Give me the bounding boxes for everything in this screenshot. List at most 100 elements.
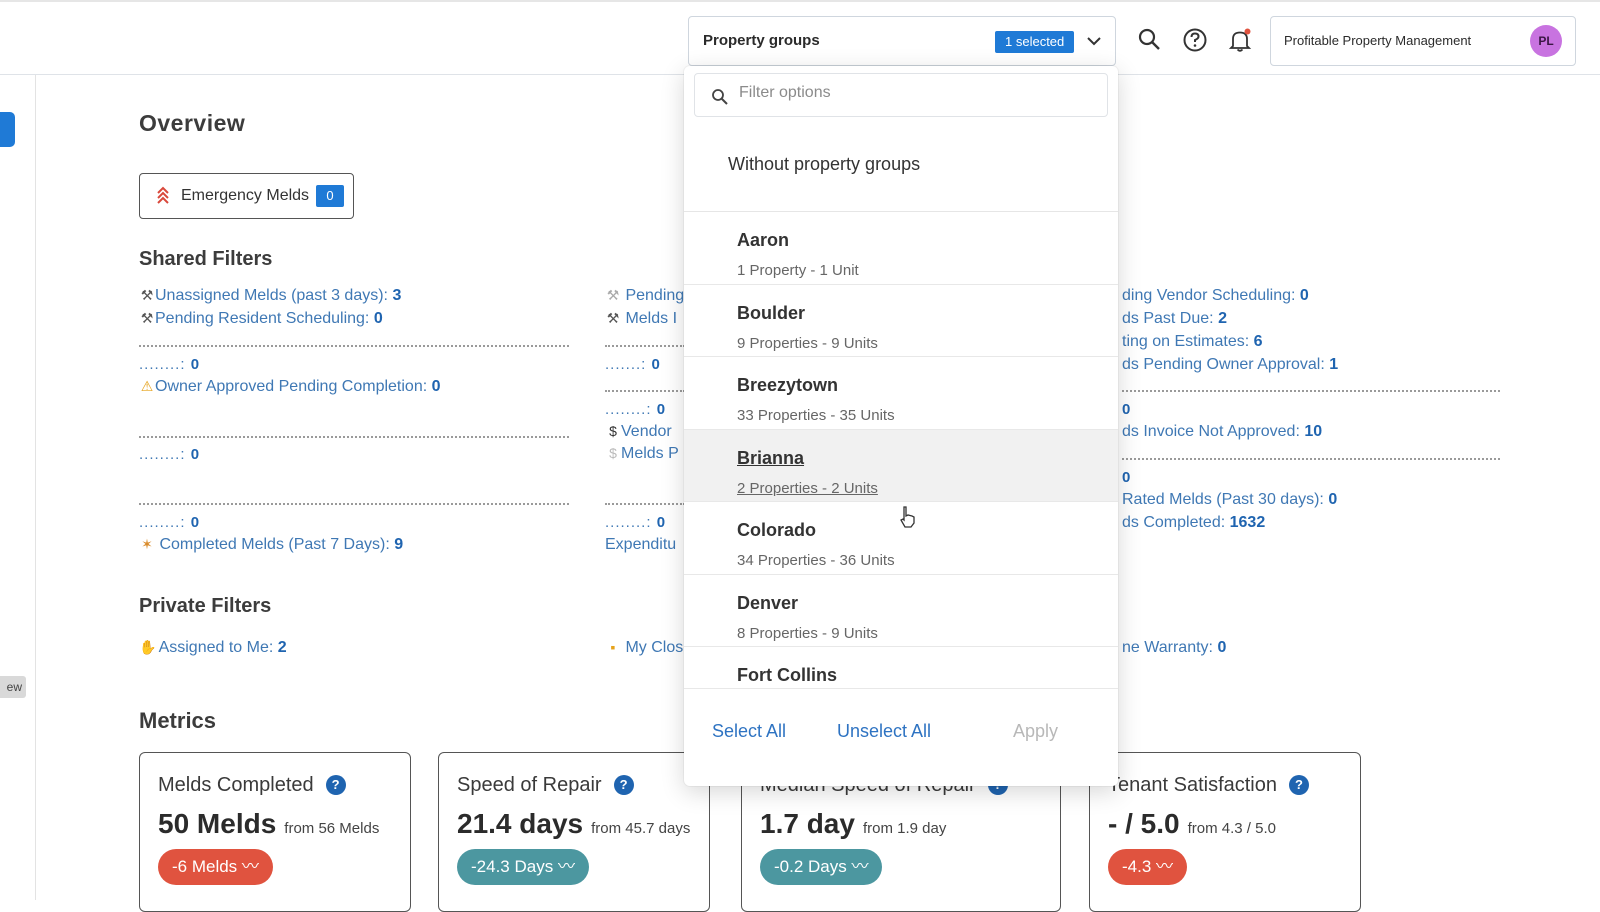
help-icon[interactable] [1182, 27, 1208, 53]
metric-delta: -0.2 Days 〰 [760, 849, 883, 885]
list-item[interactable]: Fort Collins [684, 647, 1118, 688]
emergency-melds-label: Emergency Melds [181, 187, 310, 204]
filter-warranty[interactable]: ne Warranty: 0 [1122, 639, 1227, 656]
filter-invoice-not-approved[interactable]: ds Invoice Not Approved: 10 [1122, 423, 1323, 440]
filter-obscured-row[interactable]: .......: 0 [605, 356, 660, 373]
property-groups-label: Property groups [703, 32, 820, 49]
filter-owner-approved[interactable]: ⚠ Owner Approved Pending Completion: 0 [140, 378, 441, 395]
emergency-melds-button[interactable]: Emergency Melds 0 [139, 173, 354, 219]
trend-down-icon: 〰 [851, 857, 869, 876]
filter-unassigned-melds[interactable]: ⚒ Unassigned Melds (past 3 days): 3 [140, 287, 402, 304]
metric-title: Melds Completed? [158, 774, 346, 797]
option-without-property-groups[interactable]: Without property groups [728, 154, 921, 174]
divider [139, 436, 569, 438]
trend-down-icon: 〰 [241, 857, 259, 876]
filter-obscured-row[interactable]: ........: 0 [605, 401, 666, 418]
emergency-melds-count: 0 [316, 185, 344, 207]
group-name: Boulder [737, 302, 806, 323]
party-icon: ✶ [141, 536, 153, 552]
property-group-list: Aaron 1 Property - 1 Unit Boulder 9 Prop… [684, 212, 1118, 688]
metric-from: from 45.7 days [591, 820, 691, 837]
selected-count-badge: 1 selected [995, 31, 1075, 53]
org-name: Profitable Property Management [1284, 33, 1472, 48]
metric-card-tenant-satisfaction[interactable]: Tenant Satisfaction? - / 5.0 from 4.3 / 5… [1089, 752, 1361, 912]
avatar[interactable]: PL [1530, 25, 1562, 57]
apply-button[interactable]: Apply [1013, 721, 1059, 741]
hand-cursor-icon [900, 506, 915, 528]
metric-delta: -4.3 〰 [1108, 849, 1188, 885]
page-title: Overview [139, 110, 246, 136]
help-icon[interactable]: ? [613, 775, 634, 795]
help-icon[interactable]: ? [325, 775, 346, 795]
list-item-hovered[interactable]: Brianna 2 Properties - 2 Units [684, 429, 1118, 502]
filter-obscured-row[interactable]: 0 [1122, 469, 1131, 486]
filter-vendor-scheduling[interactable]: ding Vendor Scheduling: 0 [1122, 287, 1309, 304]
filter-options-box[interactable] [694, 73, 1108, 117]
list-item[interactable]: Aaron 1 Property - 1 Unit [684, 212, 1118, 285]
metric-value: 21.4 days from 45.7 days [457, 808, 691, 839]
filter-obscured-row[interactable]: 0 [1122, 401, 1131, 418]
hand-icon: ✋ [139, 639, 157, 655]
group-name: Colorado [737, 520, 816, 540]
rail-badge[interactable]: ew [0, 676, 26, 698]
filter-owner-approval[interactable]: ds Pending Owner Approval: 1 [1122, 356, 1339, 373]
metric-card-speed-of-repair[interactable]: Speed of Repair? 21.4 days from 45.7 days… [438, 752, 710, 912]
filter-options-input[interactable] [739, 84, 1089, 102]
tools-icon: ⚒ [606, 310, 620, 326]
metric-from: from 1.9 day [862, 820, 947, 837]
filter-melds-p[interactable]: $ Melds P [605, 445, 679, 463]
list-item[interactable]: Breezytown 33 Properties - 35 Units [684, 357, 1118, 430]
bell-icon[interactable] [1227, 27, 1253, 53]
trend-down-icon: 〰 [1156, 857, 1174, 876]
group-summary: 9 Properties - 9 Units [737, 334, 878, 352]
divider [139, 345, 569, 347]
filter-completed-melds[interactable]: ✶ Completed Melds (Past 7 Days): 9 [139, 536, 403, 554]
divider [1122, 458, 1500, 460]
chevron-down-icon[interactable] [1085, 32, 1103, 50]
metric-value: - / 5.0 from 4.3 / 5.0 [1108, 808, 1276, 839]
filter-assigned-to-me[interactable]: ✋ Assigned to Me: 2 [139, 639, 287, 656]
filter-melds[interactable]: ⚒ Melds I [606, 310, 678, 327]
shared-filters-title: Shared Filters [139, 248, 273, 270]
property-groups-dropdown: Without property groups Aaron 1 Property… [684, 66, 1118, 786]
help-icon[interactable]: ? [1289, 775, 1309, 795]
filter-estimates[interactable]: ting on Estimates: 6 [1122, 333, 1263, 350]
filter-pending[interactable]: ⚒ Pending [606, 287, 685, 304]
filter-obscured-row[interactable]: ........: 0 [605, 514, 666, 531]
filter-rated-melds[interactable]: Rated Melds (Past 30 days): 0 [1122, 491, 1338, 508]
select-all-button[interactable]: Select All [712, 721, 787, 741]
filter-obscured-row[interactable]: ........: 0 [139, 514, 200, 531]
metric-value: 50 Melds from 56 Melds [158, 808, 380, 839]
filter-melds-completed[interactable]: ds Completed: 1632 [1122, 514, 1266, 531]
left-rail [0, 75, 36, 900]
filter-obscured-row[interactable]: ........: 0 [139, 356, 200, 373]
property-groups-select[interactable]: Property groups 1 selected [688, 16, 1116, 66]
metric-card-melds-completed[interactable]: Melds Completed? 50 Melds from 56 Melds -… [139, 752, 411, 912]
group-summary: 2 Properties - 2 Units [737, 479, 878, 497]
list-item[interactable]: Boulder 9 Properties - 9 Units [684, 285, 1118, 357]
private-filters-title: Private Filters [139, 595, 272, 617]
top-bar: Property groups 1 selected Profitable Pr… [0, 0, 1600, 75]
metric-from: from 4.3 / 5.0 [1187, 820, 1276, 837]
rail-active-tab[interactable] [0, 112, 15, 147]
search-icon[interactable] [1137, 27, 1163, 53]
filter-pending-resident-scheduling[interactable]: ⚒ Pending Resident Scheduling: 0 [140, 310, 383, 327]
list-item[interactable]: Colorado 34 Properties - 36 Units [684, 502, 1118, 575]
metric-delta: -6 Melds 〰 [158, 849, 273, 885]
group-summary: 34 Properties - 36 Units [737, 552, 895, 569]
unselect-all-button[interactable]: Unselect All [837, 721, 932, 741]
filter-expenditure[interactable]: Expenditu [605, 536, 677, 553]
org-switcher[interactable]: Profitable Property Management PL [1270, 16, 1576, 66]
list-item[interactable]: Denver 8 Properties - 9 Units [684, 575, 1118, 647]
divider [605, 345, 685, 347]
group-name: Breezytown [737, 375, 839, 395]
filter-my-closed[interactable]: ▪ My Clos [605, 639, 684, 657]
filter-vendor[interactable]: $ Vendor [605, 423, 672, 441]
group-name: Fort Collins [737, 665, 837, 685]
metric-value: 1.7 day from 1.9 day [760, 808, 947, 839]
group-name: Aaron [737, 230, 790, 250]
filter-obscured-row[interactable]: ........: 0 [139, 446, 200, 463]
warning-icon: ⚠ [140, 378, 154, 394]
filter-past-due[interactable]: ds Past Due: 2 [1122, 310, 1227, 327]
divider [605, 503, 685, 505]
